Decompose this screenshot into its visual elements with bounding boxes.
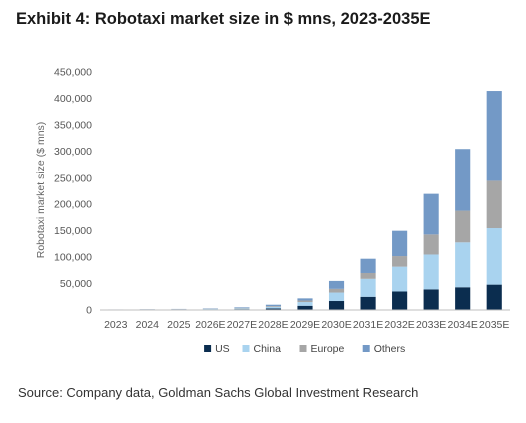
x-tick-label: 2028E — [258, 319, 288, 331]
y-tick-label: 0 — [86, 305, 92, 317]
x-tick-label: 2026E — [195, 319, 225, 331]
bar-segment-europe — [392, 256, 408, 267]
bar-segment-europe — [360, 272, 376, 279]
legend-label-china: China — [254, 343, 282, 355]
stacked-bar-chart: Robotaxi market size ($ mns) 0 50,000 100,… — [35, 67, 510, 355]
x-tick-label: 2025 — [167, 319, 191, 331]
y-tick-label: 250,000 — [54, 172, 92, 184]
x-tick-label: 2034E — [448, 319, 478, 331]
y-axis-ticks: 0 50,000 100,000 150,000 200,000 250,000 300,0… — [54, 67, 92, 317]
bar-segment-china — [297, 302, 313, 306]
bar-segment-others — [423, 193, 439, 235]
legend-swatch-china — [242, 345, 250, 352]
legend-label-europe: Europe — [311, 343, 345, 355]
bar-segment-us — [423, 289, 439, 310]
bar-segment-others — [392, 230, 408, 257]
y-tick-label: 450,000 — [54, 67, 92, 79]
bar-segment-others — [297, 298, 313, 301]
bar-segment-us — [360, 296, 376, 310]
bar-segment-china — [486, 228, 502, 285]
y-tick-label: 150,000 — [54, 225, 92, 237]
source-note: Source: Company data, Goldman Sachs Glob… — [18, 385, 419, 400]
bar-segment-europe — [423, 234, 439, 255]
bar-segment-china — [360, 278, 376, 297]
x-tick-label: 2033E — [416, 319, 446, 331]
legend-label-us: US — [215, 343, 230, 355]
y-axis-label: Robotaxi market size ($ mns) — [35, 122, 47, 259]
bar-segment-others — [234, 307, 250, 308]
bar-segment-china — [234, 308, 250, 310]
y-tick-label: 100,000 — [54, 252, 92, 264]
y-tick-label: 300,000 — [54, 146, 92, 158]
x-tick-label: 2032E — [384, 319, 414, 331]
x-tick-label: 2035E — [479, 319, 509, 331]
x-tick-label: 2023 — [104, 319, 128, 331]
x-tick-label: 2024 — [136, 319, 160, 331]
x-tick-label: 2029E — [290, 319, 320, 331]
chart-title: Exhibit 4: Robotaxi market size in $ mns… — [16, 10, 431, 28]
bar-segment-europe — [297, 300, 313, 303]
x-tick-label: 2027E — [227, 319, 257, 331]
bar-segment-us — [392, 291, 408, 310]
bar-segment-others — [265, 304, 282, 307]
bar-segment-us — [265, 308, 282, 310]
x-tick-label: 2031E — [353, 319, 383, 331]
y-tick-label: 200,000 — [54, 199, 92, 211]
legend-label-others: Others — [374, 343, 406, 355]
y-tick-label: 350,000 — [54, 119, 92, 131]
x-tick-label: 2030E — [321, 319, 351, 331]
legend-swatch-europe — [299, 345, 307, 352]
bar-segment-others — [360, 258, 376, 273]
bar-segment-us — [486, 284, 502, 310]
bar-segment-us — [297, 305, 313, 310]
bar-segment-china — [423, 254, 439, 290]
bar-segment-others — [486, 91, 502, 181]
y-tick-label: 50,000 — [60, 278, 92, 290]
legend: US China Europe Others — [204, 343, 405, 355]
bar-segment-china — [392, 266, 408, 292]
bar-segment-europe — [486, 180, 502, 229]
bars — [108, 91, 502, 310]
bar-segment-others — [328, 280, 345, 289]
x-axis-ticks: 2023 2024 2025 2026E 2027E 2028E 2029E 2030E 203… — [104, 319, 509, 331]
legend-swatch-others — [362, 345, 370, 352]
bar-segment-us — [328, 301, 345, 310]
bar-segment-europe — [455, 210, 471, 243]
bar-segment-europe — [265, 306, 282, 307]
y-tick-label: 400,000 — [54, 93, 92, 105]
bar-segment-china — [265, 306, 282, 309]
bar-segment-china — [455, 242, 471, 288]
bar-segment-others — [455, 149, 471, 211]
bar-segment-us — [455, 287, 471, 310]
bar-segment-europe — [328, 288, 345, 293]
bar-segment-china — [328, 292, 345, 302]
legend-swatch-us — [204, 345, 212, 352]
